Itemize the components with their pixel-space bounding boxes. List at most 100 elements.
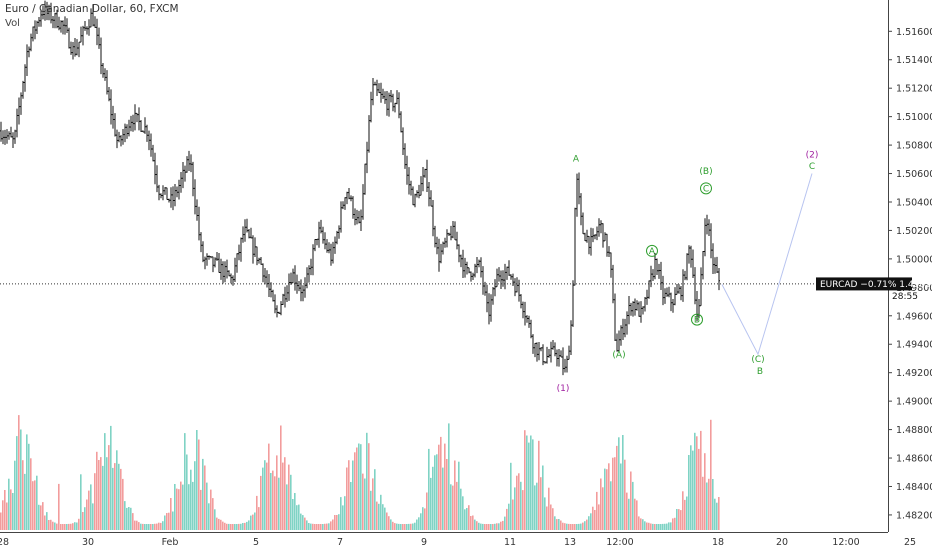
ohlc-bar bbox=[618, 330, 620, 352]
ohlc-bar bbox=[336, 230, 338, 245]
ohlc-bar bbox=[266, 270, 268, 288]
ohlc-bar bbox=[168, 198, 170, 203]
wave-label: (B) bbox=[699, 167, 712, 177]
time-tick-label: 25 bbox=[904, 537, 916, 548]
ohlc-bar bbox=[426, 159, 428, 192]
ohlc-bar bbox=[534, 342, 536, 358]
price-axis[interactable]: 1.51600 1.51400 1.51200 1.51000 1.50800 1.506… bbox=[816, 0, 932, 532]
volume-bar bbox=[370, 490, 372, 530]
volume-bar bbox=[634, 498, 636, 530]
ohlc-bar bbox=[220, 258, 222, 280]
volume-bar bbox=[522, 490, 524, 530]
ohlc-bar bbox=[54, 12, 56, 29]
volume-bar bbox=[60, 524, 62, 530]
ohlc-bar bbox=[130, 115, 132, 132]
ohlc-bar bbox=[348, 188, 350, 200]
wave-label: A bbox=[646, 244, 658, 257]
volume-bar bbox=[144, 524, 146, 530]
volume-bar bbox=[314, 524, 316, 530]
volume-bar bbox=[630, 471, 632, 530]
ohlc-bar bbox=[372, 78, 374, 106]
ohlc-bar bbox=[62, 20, 64, 35]
ohlc-bar bbox=[410, 180, 412, 196]
volume-bar bbox=[390, 519, 392, 530]
volume-bar bbox=[432, 466, 434, 530]
ohlc-bar bbox=[284, 286, 286, 308]
volume-bar bbox=[14, 460, 16, 530]
volume-bar bbox=[200, 489, 202, 530]
price-tick-label: 1.49000 bbox=[896, 397, 932, 408]
volume-bar bbox=[518, 473, 520, 530]
ohlc-bar bbox=[102, 63, 104, 78]
ohlc-bar bbox=[6, 129, 8, 144]
ohlc-bar bbox=[458, 244, 460, 263]
volume-bar bbox=[310, 523, 312, 530]
ohlc-bar bbox=[276, 305, 278, 318]
volume-bar bbox=[574, 524, 576, 530]
ohlc-bar bbox=[590, 227, 592, 256]
volume-bar bbox=[546, 506, 548, 530]
volume-bar bbox=[206, 482, 208, 530]
volume-bar bbox=[74, 522, 76, 530]
volume-bar bbox=[94, 473, 96, 530]
volume-bar bbox=[696, 436, 698, 530]
ohlc-bar bbox=[248, 229, 250, 239]
ohlc-bar bbox=[64, 16, 66, 35]
time-axis[interactable]: 28 30 Feb 5 7 9 11 13 12:00 18 20 12:00 25 bbox=[0, 532, 916, 549]
ohlc-bar bbox=[182, 162, 184, 189]
volume-bar bbox=[490, 524, 492, 530]
time-tick-label: 5 bbox=[253, 537, 259, 548]
ohlc-bar bbox=[634, 298, 636, 316]
volume-bar bbox=[336, 515, 338, 530]
volume-bar bbox=[502, 520, 504, 530]
volume-bar bbox=[10, 489, 12, 530]
volume-bar bbox=[214, 509, 216, 530]
volume-bar bbox=[668, 522, 670, 530]
wave-label-text: C bbox=[809, 162, 815, 172]
volume-bar bbox=[628, 498, 630, 530]
price-tick-label: 1.50800 bbox=[896, 141, 932, 152]
volume-bar bbox=[98, 460, 100, 530]
volume-bar bbox=[430, 477, 432, 530]
volume-bar bbox=[404, 524, 406, 530]
volume-bar bbox=[78, 518, 80, 530]
volume-bar bbox=[644, 521, 646, 530]
ohlc-bar bbox=[314, 239, 316, 252]
ohlc-bar bbox=[470, 271, 472, 282]
ohlc-bar bbox=[12, 132, 14, 148]
ohlc-bar bbox=[192, 161, 194, 197]
ohlc-bar bbox=[138, 107, 140, 131]
volume-bar bbox=[136, 520, 138, 530]
ohlc-bar bbox=[652, 269, 654, 281]
volume-bar bbox=[444, 443, 446, 530]
ohlc-bar bbox=[36, 20, 38, 34]
volume-bar bbox=[276, 455, 278, 530]
volume-histogram bbox=[0, 415, 720, 530]
volume-bar bbox=[302, 515, 304, 530]
ohlc-bar bbox=[716, 256, 718, 273]
ohlc-bar bbox=[254, 237, 256, 257]
ohlc-bar bbox=[702, 251, 704, 280]
volume-bar bbox=[298, 504, 300, 530]
volume-bar bbox=[526, 435, 528, 530]
volume-bar bbox=[138, 522, 140, 530]
ohlc-bar bbox=[50, 2, 52, 24]
ohlc-bar bbox=[144, 117, 146, 134]
volume-bar bbox=[594, 510, 596, 530]
volume-bar bbox=[324, 523, 326, 530]
volume-bar bbox=[638, 516, 640, 530]
volume-bar bbox=[262, 467, 264, 530]
volume-bar bbox=[660, 524, 662, 530]
volume-bar bbox=[558, 519, 560, 530]
volume-bar bbox=[472, 515, 474, 530]
volume-bar bbox=[556, 519, 558, 530]
volume-bar bbox=[116, 450, 118, 530]
ohlc-bar bbox=[572, 280, 574, 327]
wave-label-circle bbox=[646, 244, 658, 257]
ohlc-bar bbox=[344, 197, 346, 210]
ohlc-bar bbox=[596, 226, 598, 241]
volume-bar bbox=[92, 503, 94, 530]
ohlc-bar bbox=[110, 89, 112, 125]
volume-bar bbox=[184, 433, 186, 530]
